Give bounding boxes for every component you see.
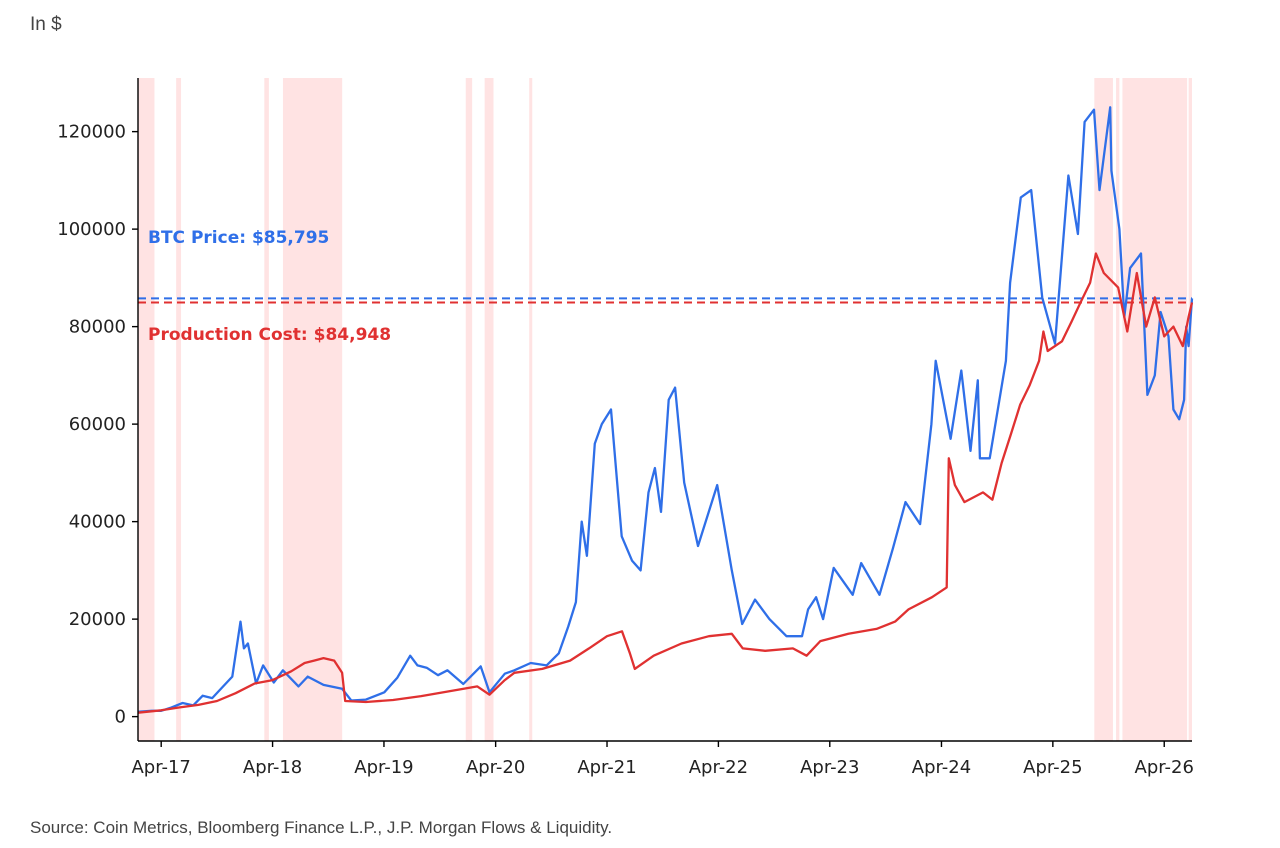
- x-tick-label: Apr-19: [354, 757, 413, 778]
- shaded-period: [1094, 78, 1113, 741]
- shaded-period: [282, 78, 343, 741]
- annotations: BTC Price: $85,795 Production Cost: $84,9…: [148, 228, 391, 345]
- y-tick-label: 20000: [69, 609, 126, 630]
- series-line: [137, 106, 1194, 713]
- production-cost-label: Production Cost: $84,948: [148, 325, 391, 345]
- x-tick-label: Apr-17: [131, 757, 190, 778]
- source-note: Source: Coin Metrics, Bloomberg Finance …: [30, 818, 613, 837]
- x-tick-label: Apr-23: [800, 757, 859, 778]
- shaded-period: [1116, 78, 1120, 741]
- reference-lines: [138, 297, 1192, 304]
- x-tick-label: Apr-22: [689, 757, 748, 778]
- axes: 0 20000 40000 60000 80000 100000 120000 Apr-17 A…: [57, 78, 1194, 778]
- x-tick-label: Apr-21: [577, 757, 636, 778]
- y-tick-label: 0: [115, 707, 126, 728]
- shaded-period: [1188, 78, 1192, 741]
- btc-price-label: BTC Price: $85,795: [148, 228, 329, 248]
- shaded-period: [484, 78, 494, 741]
- x-tick-label: Apr-26: [1135, 757, 1194, 778]
- x-tick-label: Apr-25: [1023, 757, 1082, 778]
- shaded-period: [138, 78, 155, 741]
- y-tick-label: 100000: [57, 219, 126, 240]
- series-line: [137, 252, 1194, 714]
- y-tick-label: 40000: [69, 512, 126, 533]
- unit-label: In $: [30, 14, 62, 35]
- y-tick-label: 120000: [57, 122, 126, 143]
- x-tick-label: Apr-18: [243, 757, 302, 778]
- shaded-period: [176, 78, 182, 741]
- shaded-period: [1122, 78, 1188, 741]
- shaded-periods: [138, 78, 1192, 741]
- y-tick-label: 80000: [69, 317, 126, 338]
- shaded-period: [529, 78, 533, 741]
- x-tick-label: Apr-24: [912, 757, 971, 778]
- y-tick-label: 60000: [69, 414, 126, 435]
- shaded-period: [264, 78, 269, 741]
- shaded-period: [465, 78, 473, 741]
- series-lines: [137, 106, 1194, 714]
- x-tick-label: Apr-20: [466, 757, 525, 778]
